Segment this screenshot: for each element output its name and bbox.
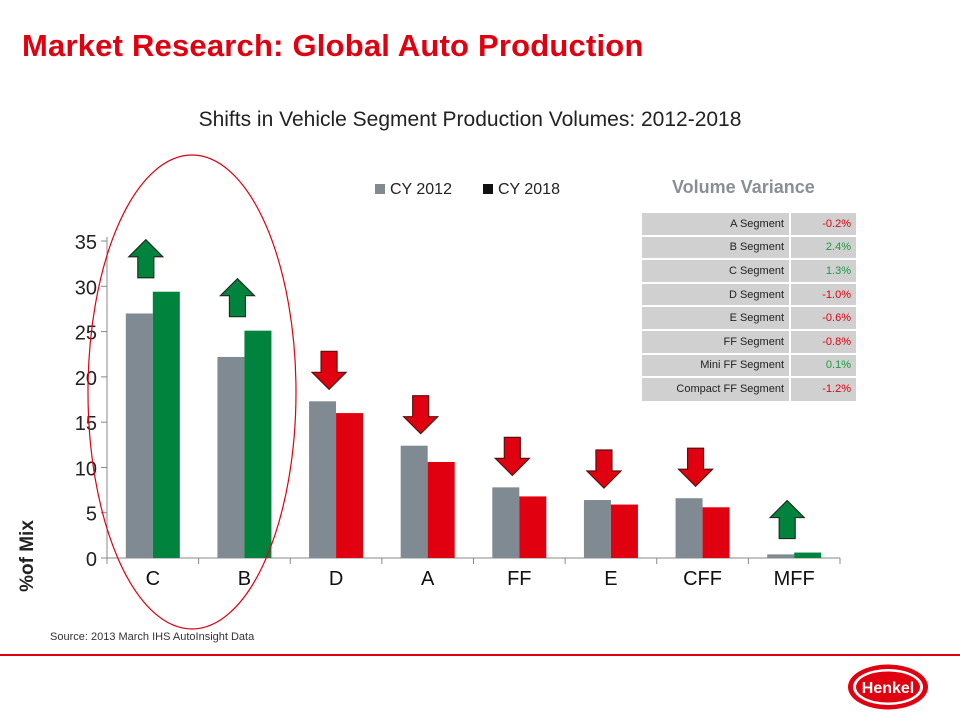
bar-cy2012-mff (767, 554, 795, 558)
variance-value: 0.1% (790, 352, 856, 378)
down-arrow-icon (585, 449, 623, 489)
variance-label: Compact FF Segment (642, 376, 791, 401)
up-arrow-icon (768, 499, 806, 540)
y-tick-label: 30 (75, 277, 97, 299)
x-tick-label: MFF (774, 568, 815, 590)
variance-row: D Segment -1.0% (642, 281, 856, 307)
variance-label: Mini FF Segment (642, 352, 791, 378)
variance-row: FF Segment -0.8% (642, 328, 856, 354)
variance-label: D Segment (642, 281, 791, 307)
variance-value: -0.8% (790, 328, 856, 354)
legend-swatch-cy2012 (375, 184, 385, 194)
bar-cy2018-mff (794, 552, 822, 558)
y-axis-title: %of Mix (17, 520, 38, 592)
x-tick-label: A (421, 568, 435, 590)
y-tick-label: 15 (75, 413, 97, 435)
down-arrow-icon (493, 436, 531, 477)
chart-title: Shifts in Vehicle Segment Production Vol… (198, 108, 742, 131)
footer-divider (0, 654, 960, 656)
x-tick-label: CFF (683, 568, 722, 590)
legend-swatch-cy2018 (483, 184, 493, 194)
bar-cy2018-d (336, 413, 364, 558)
variance-value: 1.3% (790, 258, 856, 283)
x-tick-label: E (604, 568, 617, 590)
x-tick-label: D (329, 568, 343, 590)
down-arrow-icon (310, 350, 348, 391)
variance-label: B Segment (642, 234, 791, 260)
down-arrow-icon (402, 395, 440, 435)
bar-chart: 0 5 10 15 20 25 30 35 C B D A FF E CFF MFF CY 2012 CY 201… (17, 154, 841, 630)
henkel-logo: Henkel (848, 664, 928, 710)
variance-row: B Segment 2.4% (642, 234, 856, 260)
variance-value: -0.2% (790, 211, 856, 236)
variance-label: E Segment (642, 305, 791, 330)
variance-row: Compact FF Segment -1.2% (642, 376, 856, 401)
variance-value: -0.6% (790, 305, 856, 330)
x-tick-label: B (238, 568, 251, 590)
up-arrow-icon (218, 277, 256, 318)
x-tick-label: FF (507, 568, 531, 590)
bar-cy2018-e (610, 504, 638, 558)
slide-title: Market Research: Global Auto Production (22, 28, 644, 63)
variance-value: 2.4% (790, 234, 856, 260)
bar-cy2012-c (125, 313, 153, 558)
down-arrow-icon (677, 447, 715, 488)
bar-cy2012-d (309, 401, 337, 558)
y-tick-label: 10 (75, 458, 97, 480)
volume-variance-table: A Segment -0.2% B Segment 2.4% C Segment 1.3%… (642, 211, 856, 401)
legend-label-cy2012: CY 2012 (390, 181, 452, 198)
variance-label: A Segment (642, 211, 791, 236)
y-tick-label: 0 (86, 549, 97, 571)
bar-cy2012-b (217, 356, 245, 558)
y-tick-label: 35 (75, 232, 97, 254)
bar-cy2018-cff (702, 507, 730, 558)
highlight-ellipse (87, 154, 297, 630)
bar-cy2012-a (400, 445, 428, 558)
volume-variance-title: Volume Variance (672, 177, 815, 197)
bar-cy2018-a (427, 461, 455, 558)
variance-value: -1.2% (790, 376, 856, 401)
up-arrow-icon (127, 238, 165, 279)
y-tick-label: 20 (75, 368, 97, 390)
variance-label: FF Segment (642, 328, 791, 354)
x-tick-label: C (146, 568, 160, 590)
source-note: Source: 2013 March IHS AutoInsight Data (50, 631, 255, 643)
y-tick-label: 5 (86, 504, 97, 526)
variance-row: Mini FF Segment 0.1% (642, 352, 856, 378)
legend-label-cy2018: CY 2018 (498, 181, 560, 198)
variance-label: C Segment (642, 258, 791, 283)
bar-cy2012-cff (675, 498, 703, 558)
variance-row: E Segment -0.6% (642, 305, 856, 330)
bar-cy2018-c (152, 291, 180, 558)
y-tick-label: 25 (75, 323, 97, 345)
bar-cy2018-b (244, 330, 272, 558)
bar-cy2012-e (583, 500, 611, 558)
variance-row: A Segment -0.2% (642, 211, 856, 236)
bar-cy2012-ff (492, 487, 520, 558)
bar-cy2018-ff (519, 496, 547, 558)
variance-value: -1.0% (790, 281, 856, 307)
logo-wordmark: Henkel (862, 680, 914, 697)
variance-row: C Segment 1.3% (642, 258, 856, 283)
